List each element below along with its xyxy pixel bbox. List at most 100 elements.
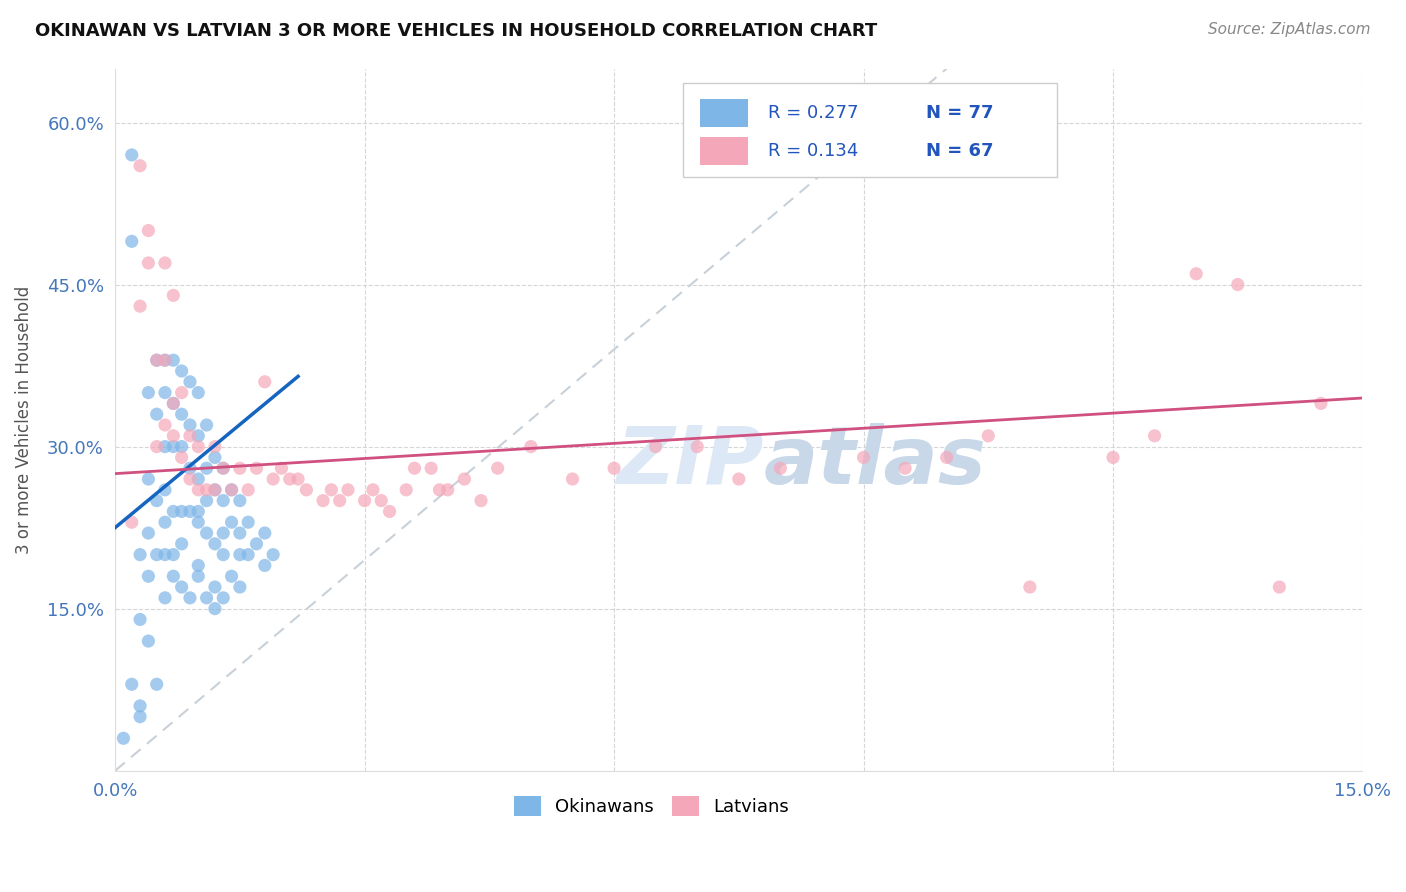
Point [253,375,276,389]
Point [187,569,209,583]
Point [195,526,218,541]
Point [204,450,226,465]
Point [121,677,143,691]
Text: N = 77: N = 77 [927,103,994,121]
Point [295,483,318,497]
Point [138,472,160,486]
Point [404,461,426,475]
Point [852,450,875,465]
Point [935,450,957,465]
Point [195,591,218,605]
Point [138,256,160,270]
Text: OKINAWAN VS LATVIAN 3 OR MORE VEHICLES IN HOUSEHOLD CORRELATION CHART: OKINAWAN VS LATVIAN 3 OR MORE VEHICLES I… [35,22,877,40]
Point [179,461,201,475]
Point [353,493,375,508]
Text: atlas: atlas [763,423,987,500]
Point [112,731,135,746]
Point [145,548,167,562]
Point [195,461,218,475]
Text: Source: ZipAtlas.com: Source: ZipAtlas.com [1208,22,1371,37]
Point [262,548,284,562]
Point [129,159,152,173]
Point [153,353,176,368]
Point [187,558,209,573]
Point [229,548,252,562]
Point [238,483,260,497]
Point [187,504,209,518]
Point [603,461,626,475]
Point [221,569,243,583]
Point [187,440,209,454]
Point [170,364,193,378]
Point [179,591,201,605]
Point [170,580,193,594]
Point [212,493,235,508]
Point [229,461,252,475]
Text: R = 0.277: R = 0.277 [768,103,858,121]
Point [769,461,792,475]
Point [153,483,176,497]
Point [486,461,509,475]
Point [170,504,193,518]
Point [187,515,209,529]
Point [361,483,384,497]
Point [1185,267,1208,281]
Point [262,472,284,486]
Point [287,472,309,486]
Point [170,537,193,551]
Point [644,440,666,454]
Point [520,440,543,454]
Point [204,580,226,594]
Point [187,472,209,486]
Point [153,591,176,605]
Point [170,450,193,465]
Point [153,256,176,270]
Point [138,634,160,648]
Point [212,461,235,475]
Point [179,375,201,389]
Point [129,709,152,723]
Point [129,548,152,562]
Point [162,440,184,454]
Point [162,429,184,443]
Point [395,483,418,497]
Point [153,548,176,562]
Point [153,440,176,454]
Point [245,537,267,551]
Point [121,148,143,162]
Point [170,440,193,454]
Point [138,223,160,237]
Point [336,483,359,497]
Point [121,235,143,249]
Point [204,483,226,497]
Point [195,493,218,508]
Legend: Okinawans, Latvians: Okinawans, Latvians [505,787,799,825]
Point [1143,429,1166,443]
Point [221,483,243,497]
Point [212,591,235,605]
Point [229,493,252,508]
Point [370,493,392,508]
Point [212,526,235,541]
Point [153,515,176,529]
Point [138,526,160,541]
Point [153,417,176,432]
Bar [683,83,1057,178]
Point [1226,277,1249,292]
Point [378,504,401,518]
Point [162,288,184,302]
Bar [700,136,748,165]
Point [170,385,193,400]
Point [686,440,709,454]
Point [321,483,343,497]
Point [179,504,201,518]
Point [145,353,167,368]
Point [1102,450,1125,465]
Point [212,548,235,562]
Point [453,472,475,486]
Point [162,504,184,518]
Point [221,483,243,497]
Point [329,493,352,508]
Point [977,429,1000,443]
Point [162,548,184,562]
